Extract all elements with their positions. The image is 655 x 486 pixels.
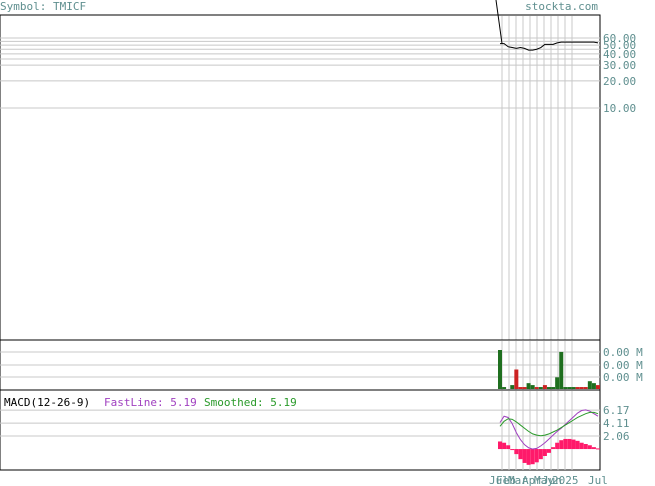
macd-histogram-bar [596, 448, 600, 450]
macd-histogram-bar [559, 440, 564, 450]
macd-histogram-bar [587, 445, 592, 450]
macd-histogram-bar [579, 442, 584, 450]
volume-bar [526, 383, 531, 389]
x-axis-label: Mar [508, 474, 528, 486]
macd-histogram-bar [534, 449, 539, 463]
x-axis-label: Jul [489, 474, 509, 486]
volume-bar [579, 387, 584, 389]
volume-tick-label: 0.00 M [603, 371, 643, 384]
volume-tick-label: 0.00 M [603, 346, 643, 359]
macd-smoothed-line [499, 411, 599, 437]
macd-fast-line [499, 409, 599, 450]
volume-bar [542, 385, 547, 389]
volume-bar [502, 387, 507, 389]
macd-histogram-bar [530, 449, 535, 465]
price-line [495, 0, 599, 51]
site-label: stockta.com [525, 0, 598, 13]
macd-histogram-bar [506, 445, 511, 450]
volume-bar [498, 350, 502, 389]
macd-histogram-bar [522, 449, 527, 463]
volume-bar [555, 377, 560, 389]
macd-histogram-bar [555, 442, 560, 450]
price-tick-label: 50.00 [603, 39, 636, 52]
x-axis-label: Jun [542, 474, 562, 486]
volume-bar [596, 385, 600, 389]
price-grid [0, 16, 600, 340]
price-tick-label: 30.00 [603, 59, 636, 72]
volume-bar [583, 387, 588, 389]
volume-bar [591, 383, 596, 389]
volume-bar [538, 387, 543, 389]
macd-tick-label: 4.11 [603, 417, 630, 430]
price-tick-label: 10.00 [603, 102, 636, 115]
volume-axis: 0.00 M0.00 M0.00 M [603, 346, 643, 384]
volume-bar [567, 387, 572, 389]
volume-bar [510, 385, 515, 389]
x-axis-label: May [534, 474, 554, 486]
macd-histogram-bar [567, 438, 572, 450]
price-panel-frame [0, 14, 601, 341]
macd-histogram-bar [514, 449, 519, 455]
volume-bar [534, 387, 539, 389]
macd-histogram-bar [563, 438, 568, 450]
macd-histogram-bar [542, 449, 547, 456]
volume-bar [551, 387, 556, 389]
macd-axis: 6.174.112.06 [603, 404, 630, 443]
macd-histogram-bar [583, 444, 588, 450]
macd-histogram-bar [526, 449, 531, 465]
macd-tick-label: 2.06 [603, 430, 630, 443]
volume-bar [530, 385, 535, 389]
x-axis-label: Jul [588, 474, 608, 486]
macd-histogram-bar [510, 449, 515, 451]
macd-histogram-bar [538, 449, 543, 460]
macd-grid [0, 391, 600, 470]
x-axis-label: Apr [522, 474, 542, 486]
volume-bar [518, 387, 523, 389]
price-tick-label: 40.00 [603, 48, 636, 61]
macd-histogram-bar [551, 447, 556, 450]
volume-bar [563, 387, 568, 389]
volume-bar [587, 381, 592, 389]
volume-bar [522, 387, 527, 389]
price-tick-label: 60.00 [603, 32, 636, 45]
volume-bar [559, 351, 564, 389]
symbol-label: Symbol: TMICF [0, 0, 87, 13]
macd-histogram-bar [591, 447, 596, 450]
x-axis-label: Feb [496, 474, 516, 486]
macd-histogram-bar [571, 439, 576, 450]
macd-histogram-bar [518, 449, 523, 460]
volume-panel: 0.00 M0.00 M0.00 M [0, 339, 643, 391]
volume-bar [514, 369, 519, 389]
macd-tick-label: 6.17 [603, 404, 630, 417]
macd-histogram-bar [498, 441, 502, 450]
volume-bar [547, 387, 551, 389]
volume-tick-label: 0.00 M [603, 359, 643, 372]
macd-histogram [498, 438, 600, 465]
volume-bar [575, 387, 580, 389]
volume-bars [498, 350, 600, 389]
macd-fast-label: FastLine: 5.19 [104, 396, 197, 409]
price-tick-label: 20.00 [603, 75, 636, 88]
macd-histogram-bar [502, 442, 507, 450]
macd-histogram-bar [547, 449, 551, 453]
volume-bar [571, 387, 576, 389]
macd-histogram-bar [575, 440, 580, 450]
macd-panel-frame [0, 389, 601, 471]
x-axis-label: 2025 [552, 474, 579, 486]
macd-title: MACD(12-26-9) [4, 396, 90, 409]
macd-smoothed-label: Smoothed: 5.19 [204, 396, 297, 409]
